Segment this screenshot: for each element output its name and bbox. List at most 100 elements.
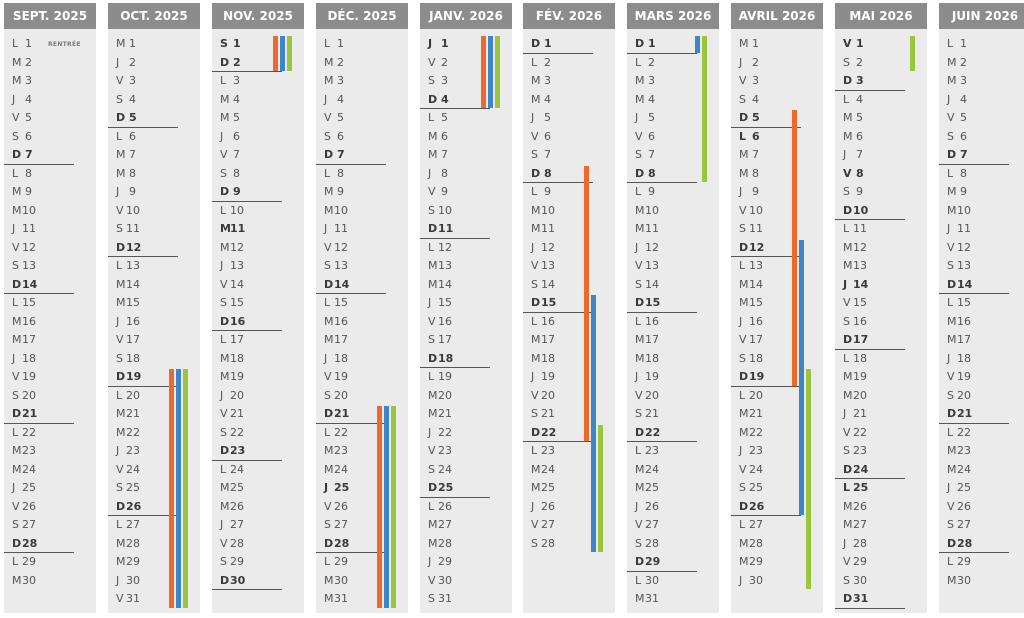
day-number: 1	[960, 37, 967, 50]
day-letter: S	[324, 518, 331, 531]
day-letter: J	[739, 55, 743, 69]
day-row: M 25	[212, 479, 304, 498]
day-row: M 12	[212, 239, 304, 258]
day-letter: D	[220, 55, 230, 69]
month-title: SEPT. 2025	[4, 3, 96, 29]
day-row: S 20	[939, 387, 1024, 406]
day-letter: M	[739, 407, 749, 420]
day-number: 27	[126, 518, 140, 531]
day-letter: M	[739, 425, 749, 439]
day-number: 31	[438, 592, 452, 605]
day-number: 12	[438, 240, 452, 254]
day-row: D 10	[835, 202, 905, 220]
day-letter: M	[947, 314, 957, 328]
day-letter: M	[116, 277, 126, 291]
day-letter: M	[843, 129, 853, 143]
day-letter: M	[947, 462, 957, 476]
day-number: 29	[438, 555, 452, 568]
day-letter: V	[220, 407, 228, 420]
day-row: S 17	[420, 331, 512, 350]
month-title: JUIN 2026	[939, 3, 1024, 29]
day-letter: J	[531, 499, 535, 513]
day-row: J 30	[108, 572, 200, 591]
day-number: 28	[22, 536, 38, 550]
day-row: V 12	[4, 239, 96, 258]
day-row: J 26	[627, 498, 719, 517]
day-number: 21	[957, 407, 973, 420]
day-letter: D	[116, 111, 126, 124]
day-letter: S	[116, 222, 123, 235]
day-number: 24	[438, 462, 452, 476]
day-number: 21	[853, 407, 867, 420]
day-number: 15	[749, 296, 763, 309]
day-letter: M	[635, 203, 645, 217]
day-row: J 22	[420, 424, 512, 443]
day-letter: D	[324, 536, 334, 550]
day-row: V 27	[523, 516, 615, 535]
day-letter: V	[428, 444, 436, 457]
day-row: V 24	[731, 461, 823, 480]
day-letter: J	[635, 499, 639, 513]
day-number: 4	[648, 92, 655, 106]
day-letter: M	[739, 296, 749, 309]
day-letter: L	[531, 185, 538, 198]
day-number: 3	[648, 74, 655, 87]
day-number: 20	[957, 388, 971, 402]
day-number: 29	[645, 555, 661, 568]
day-number: 17	[749, 333, 763, 346]
day-row: L 18	[835, 350, 927, 369]
day-row: S 25	[108, 479, 200, 498]
day-letter: M	[12, 74, 22, 87]
day-row: L 20	[108, 387, 200, 406]
day-number: 11	[126, 222, 140, 235]
day-letter: J	[739, 185, 743, 198]
day-letter: D	[635, 37, 645, 50]
day-number: 14	[957, 277, 973, 291]
month-title: AVRIL 2026	[731, 3, 823, 29]
day-number: 14	[645, 277, 659, 291]
day-letter: J	[324, 351, 328, 365]
day-letter: M	[12, 185, 22, 198]
day-number: 9	[129, 185, 136, 198]
day-number: 2	[752, 55, 759, 69]
day-letter: L	[428, 370, 435, 383]
day-row: J 18	[4, 350, 96, 369]
day-letter: M	[428, 259, 438, 272]
day-row: L 15	[316, 294, 408, 313]
day-letter: M	[947, 203, 957, 217]
day-number: 13	[230, 259, 244, 272]
day-number: 28	[230, 536, 244, 550]
day-letter: S	[531, 148, 538, 161]
day-number: 15	[438, 296, 452, 309]
day-number: 17	[541, 333, 555, 346]
day-number: 15	[334, 296, 348, 309]
day-number: 28	[749, 536, 763, 550]
day-row: D 15	[627, 294, 697, 313]
day-row: M 23	[939, 442, 1024, 461]
day-number: 19	[749, 370, 765, 383]
vacation-bar-green	[495, 36, 500, 108]
day-row: M 31	[627, 590, 719, 609]
day-row: M 13	[835, 257, 927, 276]
day-number: 6	[856, 129, 863, 143]
day-letter: D	[220, 314, 230, 328]
day-letter: M	[324, 185, 334, 198]
day-number: 13	[541, 259, 555, 272]
day-letter: M	[116, 555, 126, 568]
day-row: L 13	[108, 257, 200, 276]
day-letter: S	[531, 536, 538, 550]
day-row: M 16	[939, 313, 1024, 332]
